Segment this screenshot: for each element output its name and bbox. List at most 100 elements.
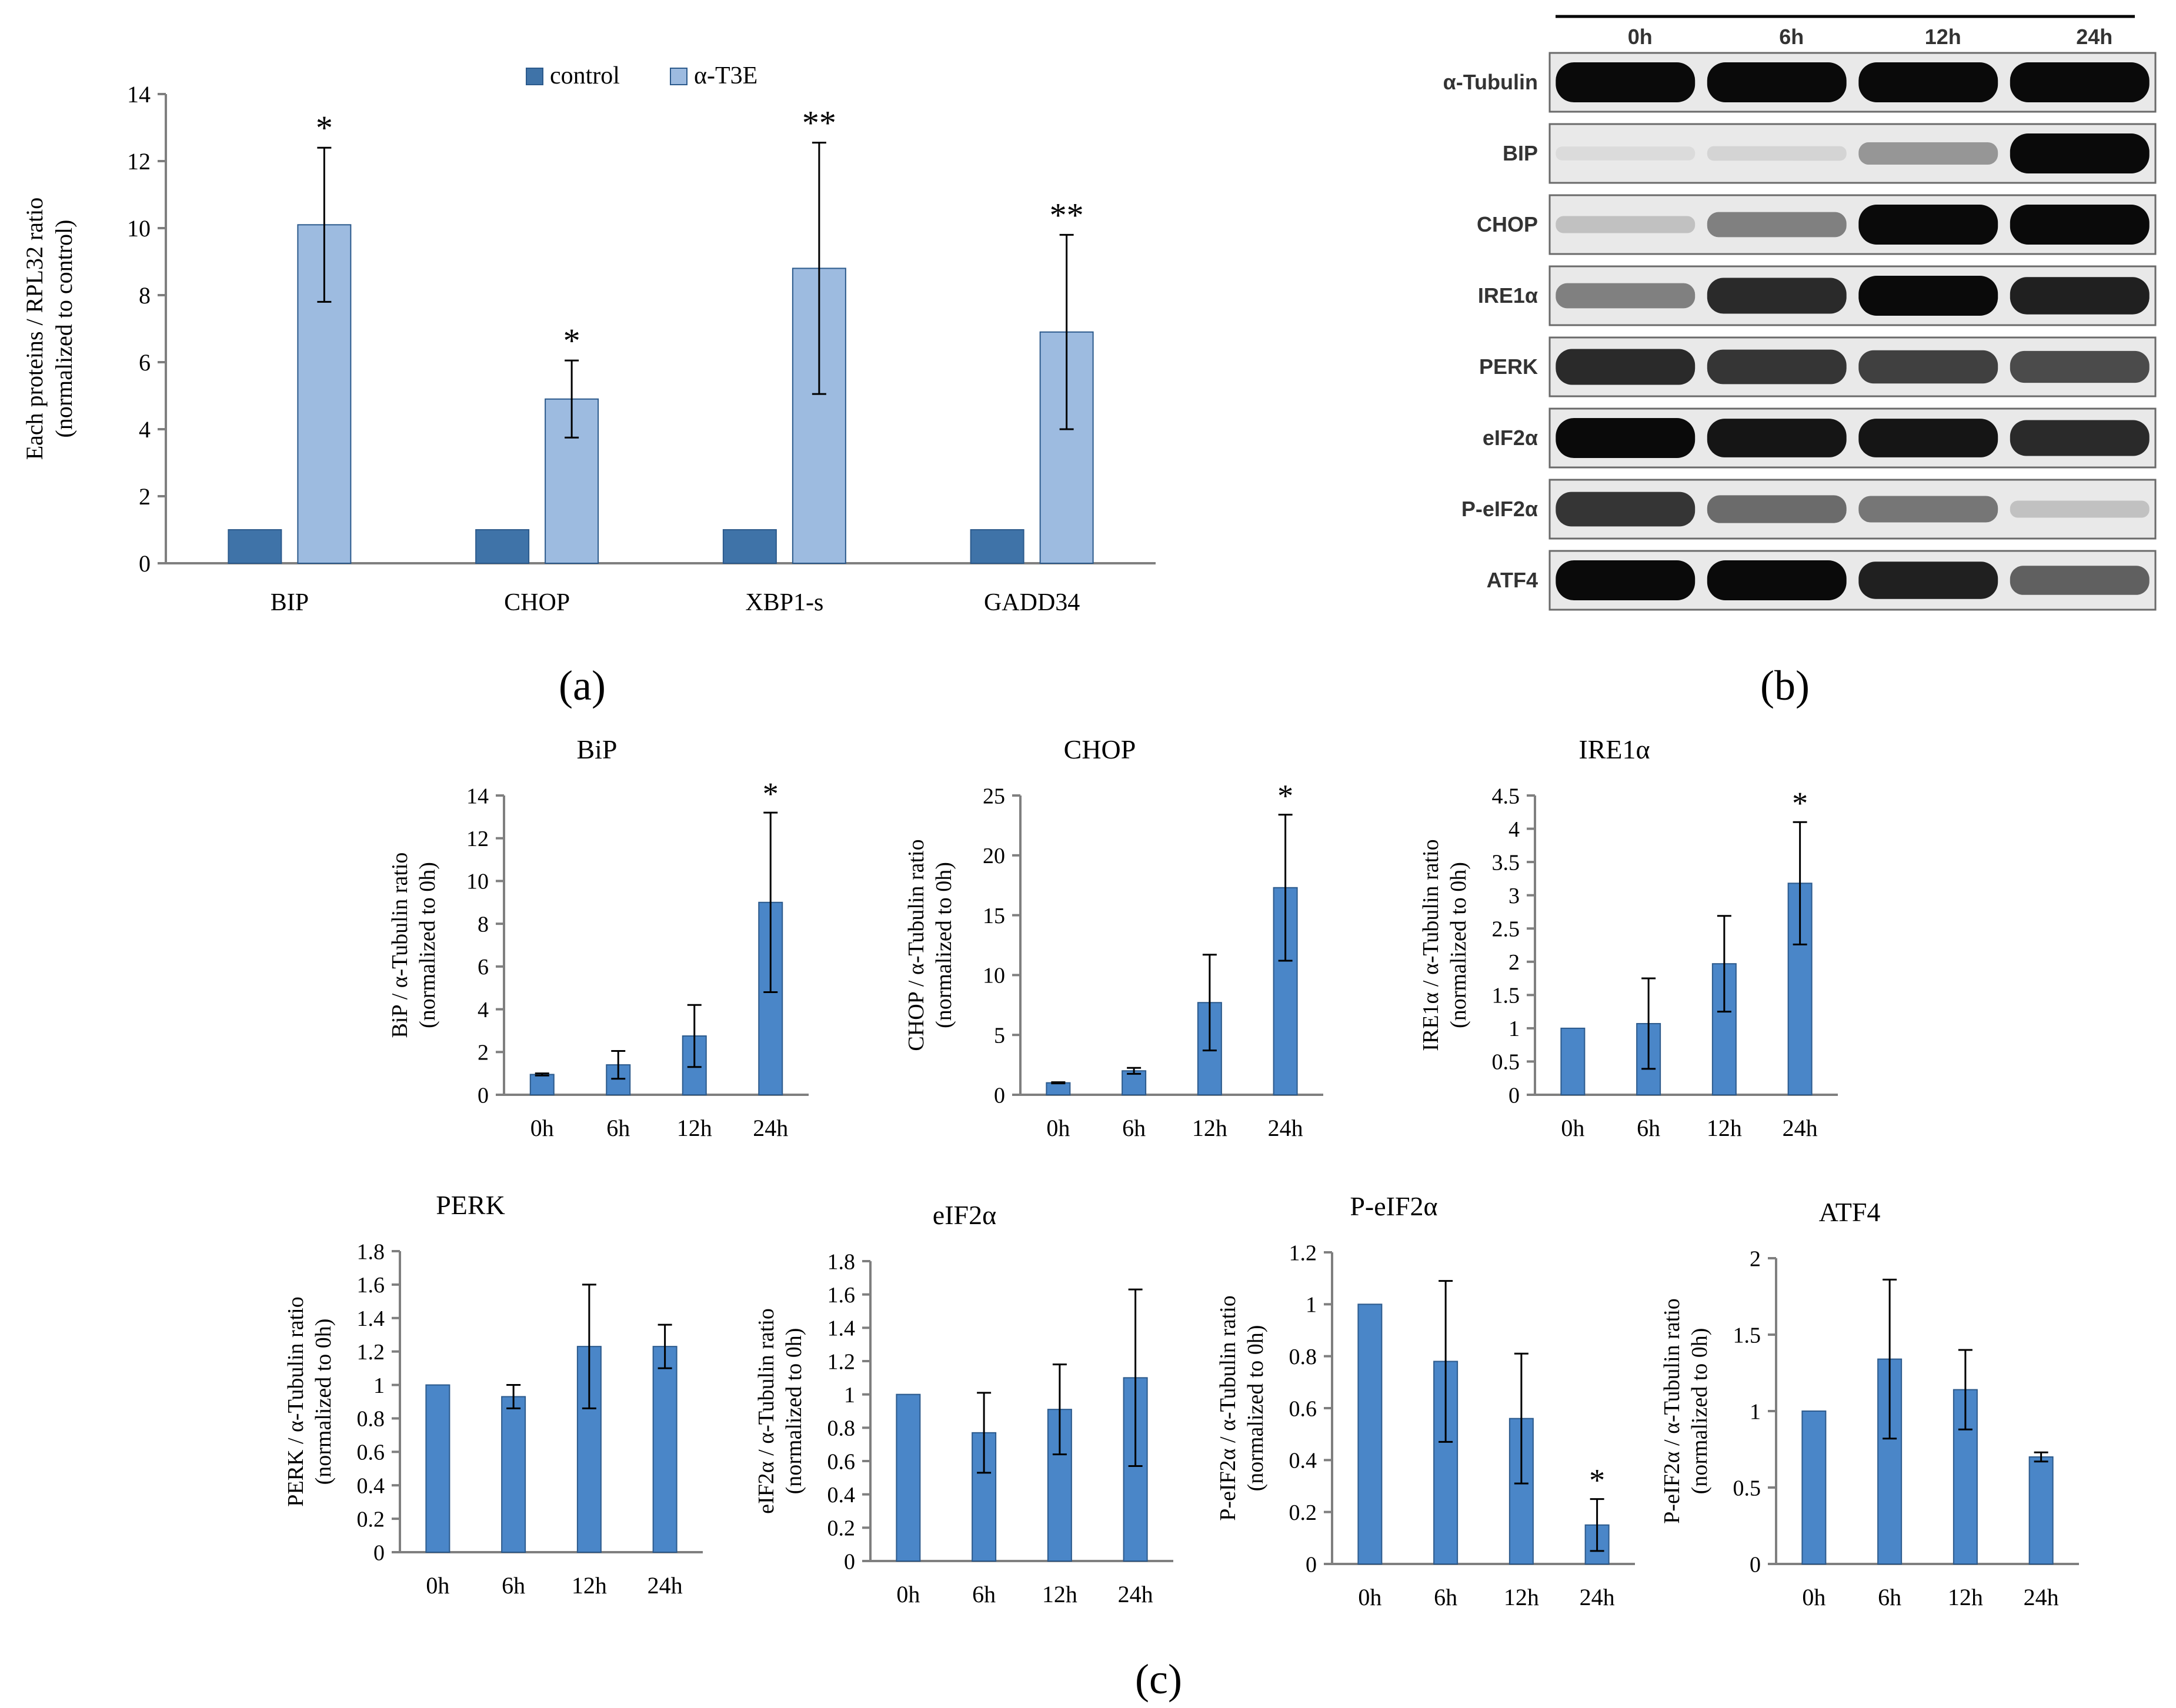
- bar: [1047, 1409, 1072, 1562]
- chart-c-ire1a: 0 0.5 1 1.5 2 2.5 3 3.5 4 4.5 IRE1α IRE1α / α-Tubul…: [1419, 734, 1838, 1141]
- chart-title: eIF2α: [933, 1200, 996, 1230]
- y-tick-label: 0: [1306, 1552, 1317, 1577]
- y-tick-label: 1.8: [827, 1249, 856, 1274]
- x-tick-label: 6h: [1122, 1115, 1146, 1141]
- y-tick-label: 0.2: [357, 1507, 385, 1532]
- chart-c-perk: 0 0.2 0.4 0.6 0.8 1 1.2 1.4 1.6 1.8 PERK PERK / α-T…: [283, 1190, 703, 1599]
- y-tick-label: 25: [983, 784, 1005, 808]
- blot-row-label: PERK: [1479, 355, 1538, 379]
- y-tick-label: 14: [466, 784, 489, 808]
- significance-mark: **: [1050, 196, 1084, 234]
- blot-band: [1556, 216, 1696, 233]
- blot-band: [1556, 146, 1696, 161]
- blot-row-label: BIP: [1503, 141, 1538, 165]
- y-axis-label-2: (normalized to 0h): [1446, 862, 1471, 1028]
- y-tick-label: 0.8: [357, 1407, 385, 1432]
- blot-band: [1556, 283, 1696, 309]
- y-axis-label: P-eIF2α / α-Tubulin ratio: [1216, 1295, 1240, 1521]
- blot-row-label: eIF2α: [1483, 426, 1538, 450]
- y-tick-label: 8: [139, 282, 151, 309]
- blot-band: [1858, 419, 1998, 457]
- chart-c-eif2a: 0 0.2 0.4 0.6 0.8 1 1.2 1.4 1.6 1.8 eIF2α eIF2α / α…: [754, 1200, 1173, 1607]
- panel-a: 0 2 4 6 8 10 12 14 Each proteins / RPL32 ratio (n…: [21, 62, 1156, 616]
- y-tick-label: 12: [466, 827, 489, 851]
- y-tick-label: 1: [373, 1373, 385, 1398]
- y-tick-label: 1.6: [357, 1273, 385, 1298]
- x-tick-label: 12h: [677, 1115, 712, 1141]
- x-tick-label: 24h: [1268, 1115, 1303, 1141]
- timepoint-label: 12h: [1925, 25, 1961, 49]
- y-tick-label: 0: [478, 1083, 489, 1108]
- y-tick-label: 2: [139, 483, 151, 510]
- x-tick-label: XBP1-s: [745, 589, 823, 616]
- y-tick-label: 5: [994, 1024, 1005, 1048]
- y-tick-label: 3: [1508, 884, 1520, 908]
- blot-row: α-Tubulin: [1443, 52, 2157, 113]
- x-tick-label: 12h: [1192, 1115, 1227, 1141]
- blot-row-label: ATF4: [1487, 568, 1538, 592]
- x-tick-label: 6h: [1434, 1584, 1457, 1610]
- y-tick-label: 1.4: [827, 1316, 856, 1341]
- x-tick-label: 0h: [1802, 1584, 1825, 1610]
- y-tick-label: 10: [983, 964, 1005, 988]
- bar: [2028, 1456, 2054, 1565]
- legend-label: control: [550, 62, 620, 89]
- x-tick-label: 6h: [1878, 1584, 1901, 1610]
- y-tick-label: 0.4: [357, 1474, 385, 1499]
- y-tick-label: 10: [127, 215, 151, 242]
- panel-label-a: (a): [559, 662, 606, 709]
- y-tick-label: 2: [1750, 1246, 1761, 1271]
- bar: [475, 529, 530, 564]
- chart-c-atf4: 0 0.5 1 1.5 2 ATF4 P-eIF2α / α-Tubulin ratio (n…: [1660, 1197, 2079, 1610]
- blot-band: [1858, 62, 1998, 102]
- chart-a: 0 2 4 6 8 10 12 14 Each proteins / RPL32 ratio (n…: [21, 62, 1156, 616]
- x-tick-label: CHOP: [504, 589, 570, 616]
- y-tick-label: 4.5: [1492, 784, 1520, 808]
- y-tick-label: 1.4: [357, 1306, 385, 1331]
- blot-band: [1556, 492, 1696, 527]
- chart-title: PERK: [436, 1190, 505, 1220]
- bar: [1711, 963, 1737, 1096]
- y-tick-label: 0.5: [1492, 1050, 1520, 1075]
- y-tick-label: 1.2: [357, 1340, 385, 1365]
- blot-band: [1556, 62, 1696, 102]
- y-tick-label: 1: [1508, 1017, 1520, 1041]
- blot-band: [1556, 560, 1696, 600]
- x-tick-label: 0h: [1046, 1115, 1070, 1141]
- blot-row: CHOP: [1477, 194, 2157, 255]
- significance-mark: *: [563, 322, 580, 360]
- significance-mark: **: [802, 104, 836, 142]
- bar: [652, 1346, 678, 1553]
- blot-row: PERK: [1479, 336, 2157, 397]
- x-tick-label: 0h: [530, 1115, 554, 1141]
- blot-band: [1707, 349, 1847, 385]
- x-tick-label: 0h: [1561, 1115, 1584, 1141]
- significance-mark: *: [763, 776, 779, 811]
- chart-title: CHOP: [1064, 734, 1136, 764]
- chart-title: BiP: [576, 734, 617, 764]
- bar: [545, 398, 599, 564]
- bar: [792, 268, 846, 564]
- legend-label: α-T3E: [694, 62, 757, 89]
- y-tick-label: 14: [127, 81, 151, 108]
- x-tick-label: GADD34: [984, 589, 1080, 616]
- y-tick-label: 20: [983, 844, 1005, 868]
- bar: [1122, 1070, 1147, 1096]
- y-tick-label: 2: [478, 1041, 489, 1065]
- y-tick-label: 15: [983, 904, 1005, 928]
- blot-row-label: P-eIF2α: [1461, 497, 1538, 521]
- y-tick-label: 2: [1508, 950, 1520, 975]
- y-tick-label: 0.4: [827, 1483, 856, 1508]
- blot-band: [1858, 496, 1998, 523]
- blot-row-label: α-Tubulin: [1443, 70, 1538, 94]
- blot-row: P-eIF2α: [1461, 479, 2157, 540]
- blot-row-label: CHOP: [1477, 212, 1538, 236]
- y-tick-label: 0.5: [1733, 1476, 1761, 1500]
- panel-label-b: (b): [1760, 662, 1810, 709]
- blot-band: [1707, 560, 1847, 600]
- y-axis-label-2: (normalized to 0h): [782, 1328, 806, 1495]
- x-tick-label: 0h: [1358, 1584, 1381, 1610]
- y-tick-label: 8: [478, 912, 489, 937]
- x-tick-label: 24h: [1783, 1115, 1818, 1141]
